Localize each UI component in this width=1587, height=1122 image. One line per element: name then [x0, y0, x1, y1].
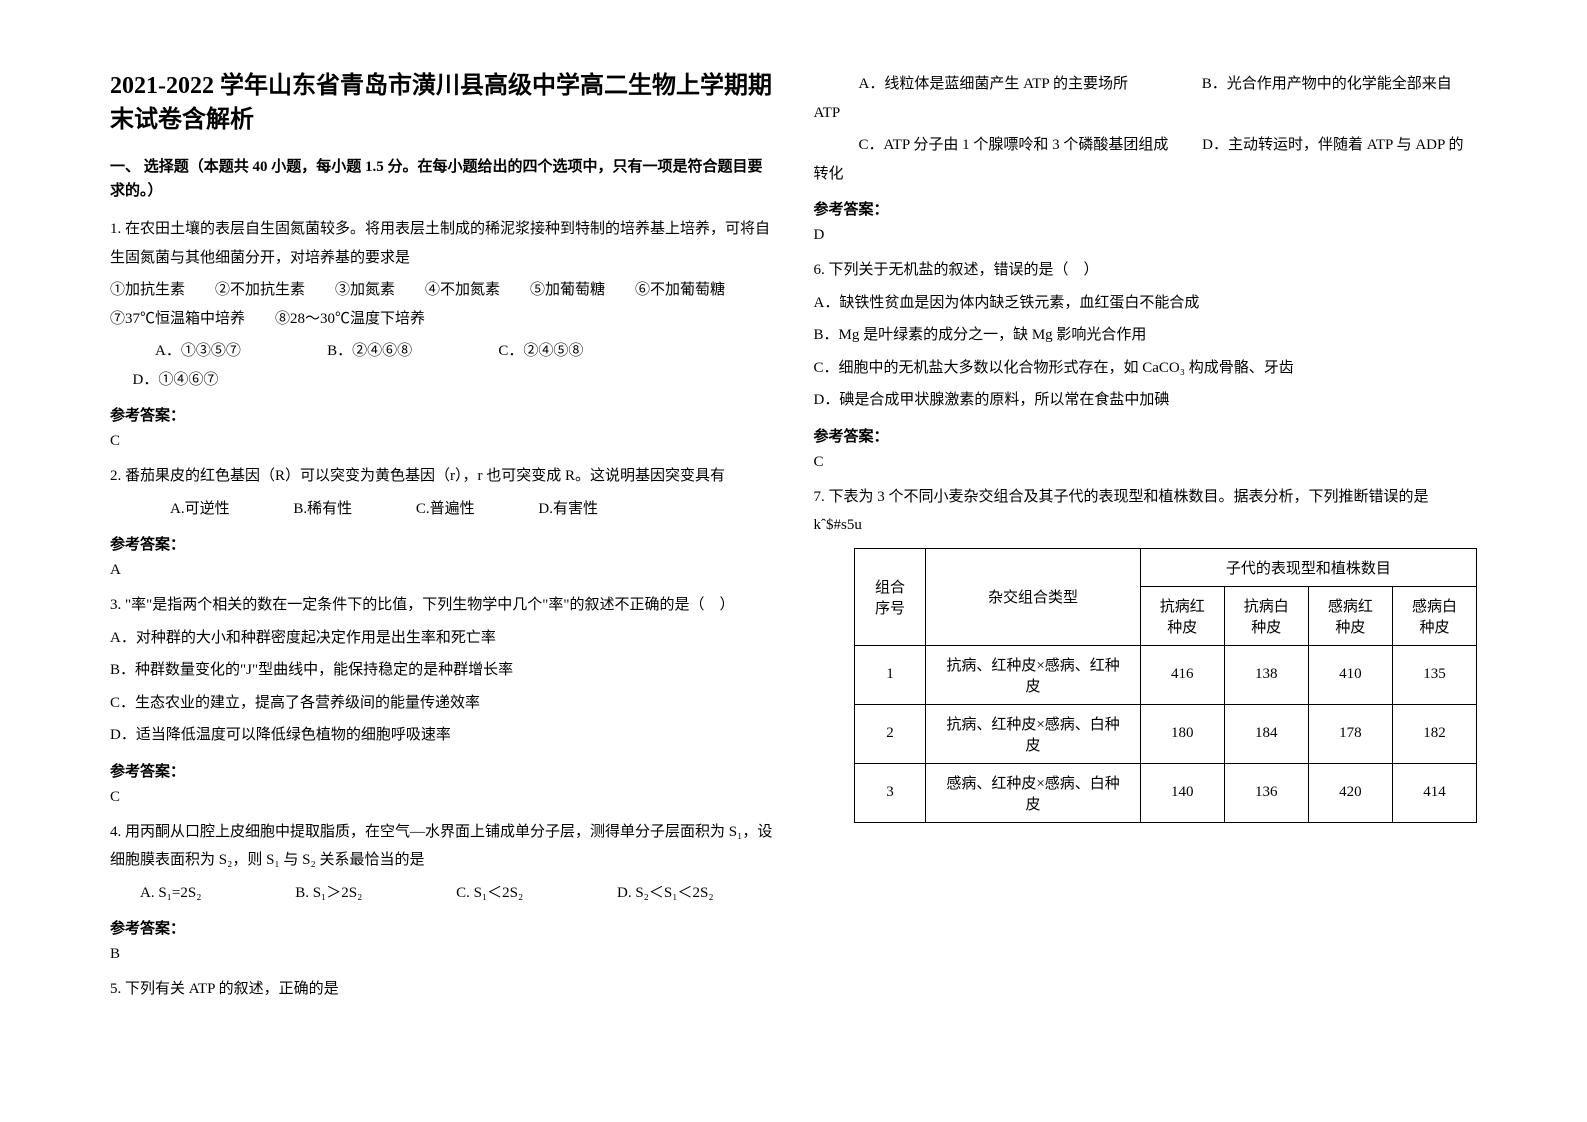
q4-answer: B — [110, 946, 774, 963]
q1-opt-a: A．①③⑤⑦ — [133, 337, 241, 366]
table-row: 2 抗病、红种皮×感病、白种皮 180 184 178 182 — [854, 704, 1477, 763]
q1-opt-d: D．①④⑥⑦ — [110, 366, 218, 395]
q2-opt-d: D.有害性 — [538, 495, 598, 524]
q4-stem: 4. 用丙酮从口腔上皮细胞中提取脂质，在空气—水界面上铺成单分子层，测得单分子层… — [110, 818, 774, 875]
q6-opt-c: C．细胞中的无机盐大多数以化合物形式存在，如 CaCO₃ 构成骨骼、牙齿 — [814, 354, 1478, 383]
q3-opt-b: B．种群数量变化的"J"型曲线中，能保持稳定的是种群增长率 — [110, 656, 774, 685]
q3-answer-label: 参考答案： — [110, 760, 774, 781]
q6-opt-d: D．碘是合成甲状腺激素的原料，所以常在食盐中加碘 — [814, 386, 1478, 415]
cell-type: 感病、红种皮×感病、白种皮 — [926, 763, 1140, 822]
cell-v2: 178 — [1308, 704, 1392, 763]
th-col-3: 感病白种皮 — [1392, 586, 1476, 645]
q1-opt-c: C．②④⑤⑧ — [476, 337, 584, 366]
q3-opt-c: C．生态农业的建立，提高了各营养级间的能量传递效率 — [110, 689, 774, 718]
q1-opt-b: B．②④⑥⑧ — [305, 337, 413, 366]
q6-answer-label: 参考答案： — [814, 425, 1478, 446]
cell-v0: 140 — [1140, 763, 1224, 822]
cell-v3: 135 — [1392, 645, 1476, 704]
q2-opt-b: B.稀有性 — [293, 495, 352, 524]
cell-type: 抗病、红种皮×感病、白种皮 — [926, 704, 1140, 763]
cell-no: 1 — [854, 645, 926, 704]
q7-stem: 7. 下表为 3 个不同小麦杂交组合及其子代的表现型和植株数目。据表分析，下列推… — [814, 483, 1478, 540]
q5-answer-label: 参考答案： — [814, 198, 1478, 219]
q4-opt-d: D. S₂＜S₁＜2S₂ — [617, 879, 714, 908]
th-col-0: 抗病红种皮 — [1140, 586, 1224, 645]
q2-answer-label: 参考答案： — [110, 533, 774, 554]
cell-v2: 410 — [1308, 645, 1392, 704]
cell-v0: 180 — [1140, 704, 1224, 763]
cell-v3: 414 — [1392, 763, 1476, 822]
q4-opt-c: C. S₁＜2S₂ — [456, 879, 523, 908]
cell-no: 2 — [854, 704, 926, 763]
cell-no: 3 — [854, 763, 926, 822]
th-cross-type: 杂交组合类型 — [926, 548, 1140, 645]
th-col-2: 感病红种皮 — [1308, 586, 1392, 645]
q6-opt-a: A．缺铁性贫血是因为体内缺乏铁元素，血红蛋白不能合成 — [814, 289, 1478, 318]
page: 2021-2022 学年山东省青岛市潢川县高级中学高二生物上学期期末试卷含解析 … — [0, 0, 1587, 1122]
q1-answer: C — [110, 433, 774, 450]
q2-stem: 2. 番茄果皮的红色基因（R）可以突变为黄色基因（r），r 也可突变成 R。这说… — [110, 462, 774, 491]
cell-v1: 138 — [1224, 645, 1308, 704]
q3-answer: C — [110, 789, 774, 806]
q3-opt-a: A．对种群的大小和种群密度起决定作用是出生率和死亡率 — [110, 624, 774, 653]
q6-opt-b: B．Mg 是叶绿素的成分之一，缺 Mg 影响光合作用 — [814, 321, 1478, 350]
q2-answer: A — [110, 562, 774, 579]
q5-row1: A．线粒体是蓝细菌产生 ATP 的主要场所 B．光合作用产物中的化学能全部来自 … — [814, 70, 1478, 127]
table-row: 3 感病、红种皮×感病、白种皮 140 136 420 414 — [854, 763, 1477, 822]
q7-table: 组合序号 杂交组合类型 子代的表现型和植株数目 抗病红种皮 抗病白种皮 感病红种… — [854, 548, 1478, 823]
q4-answer-label: 参考答案： — [110, 917, 774, 938]
q6-stem: 6. 下列关于无机盐的叙述，错误的是（ ） — [814, 256, 1478, 285]
q2-options: A.可逆性 B.稀有性 C.普遍性 D.有害性 — [110, 495, 774, 524]
q1-items: ①加抗生素 ②不加抗生素 ③加氮素 ④不加氮素 ⑤加葡萄糖 ⑥不加葡萄糖 ⑦37… — [110, 276, 774, 333]
q5-opt-c: C．ATP 分子由 1 个腺嘌呤和 3 个磷酸基团组成 — [836, 131, 1168, 160]
q3-opt-d: D．适当降低温度可以降低绿色植物的细胞呼吸速率 — [110, 721, 774, 750]
table-row: 1 抗病、红种皮×感病、红种皮 416 138 410 135 — [854, 645, 1477, 704]
q5-row2: C．ATP 分子由 1 个腺嘌呤和 3 个磷酸基团组成 D．主动转运时，伴随着 … — [814, 131, 1478, 188]
q4-opt-b: B. S₁＞2S₂ — [295, 879, 362, 908]
table-head-row-1: 组合序号 杂交组合类型 子代的表现型和植株数目 — [854, 548, 1477, 586]
cell-v0: 416 — [1140, 645, 1224, 704]
q2-opt-a: A.可逆性 — [170, 495, 230, 524]
th-group-no: 组合序号 — [854, 548, 926, 645]
q5-opt-a: A．线粒体是蓝细菌产生 ATP 的主要场所 — [836, 70, 1128, 99]
cell-v3: 182 — [1392, 704, 1476, 763]
left-column: 2021-2022 学年山东省青岛市潢川县高级中学高二生物上学期期末试卷含解析 … — [90, 70, 794, 1082]
cell-type: 抗病、红种皮×感病、红种皮 — [926, 645, 1140, 704]
q2-opt-c: C.普遍性 — [416, 495, 475, 524]
q4-opt-a: A. S₁=2S₂ — [140, 879, 201, 908]
cell-v1: 136 — [1224, 763, 1308, 822]
q3-stem: 3. "率"是指两个相关的数在一定条件下的比值，下列生物学中几个"率"的叙述不正… — [110, 591, 774, 620]
q5-stem: 5. 下列有关 ATP 的叙述，正确的是 — [110, 975, 774, 1004]
th-col-1: 抗病白种皮 — [1224, 586, 1308, 645]
q4-options: A. S₁=2S₂ B. S₁＞2S₂ C. S₁＜2S₂ D. S₂＜S₁＜2… — [110, 879, 774, 908]
q1-stem: 1. 在农田土壤的表层自生固氮菌较多。将用表层土制成的稀泥浆接种到特制的培养基上… — [110, 215, 774, 272]
section-1-heading: 一、 选择题（本题共 40 小题，每小题 1.5 分。在每小题给出的四个选项中，… — [110, 155, 774, 203]
q5-answer: D — [814, 227, 1478, 244]
exam-title: 2021-2022 学年山东省青岛市潢川县高级中学高二生物上学期期末试卷含解析 — [110, 70, 774, 137]
right-column: A．线粒体是蓝细菌产生 ATP 的主要场所 B．光合作用产物中的化学能全部来自 … — [794, 70, 1498, 1082]
q1-options: A．①③⑤⑦ B．②④⑥⑧ C．②④⑤⑧ D．①④⑥⑦ — [110, 337, 774, 394]
cell-v1: 184 — [1224, 704, 1308, 763]
th-offspring: 子代的表现型和植株数目 — [1140, 548, 1476, 586]
cell-v2: 420 — [1308, 763, 1392, 822]
q1-answer-label: 参考答案： — [110, 404, 774, 425]
q6-answer: C — [814, 454, 1478, 471]
